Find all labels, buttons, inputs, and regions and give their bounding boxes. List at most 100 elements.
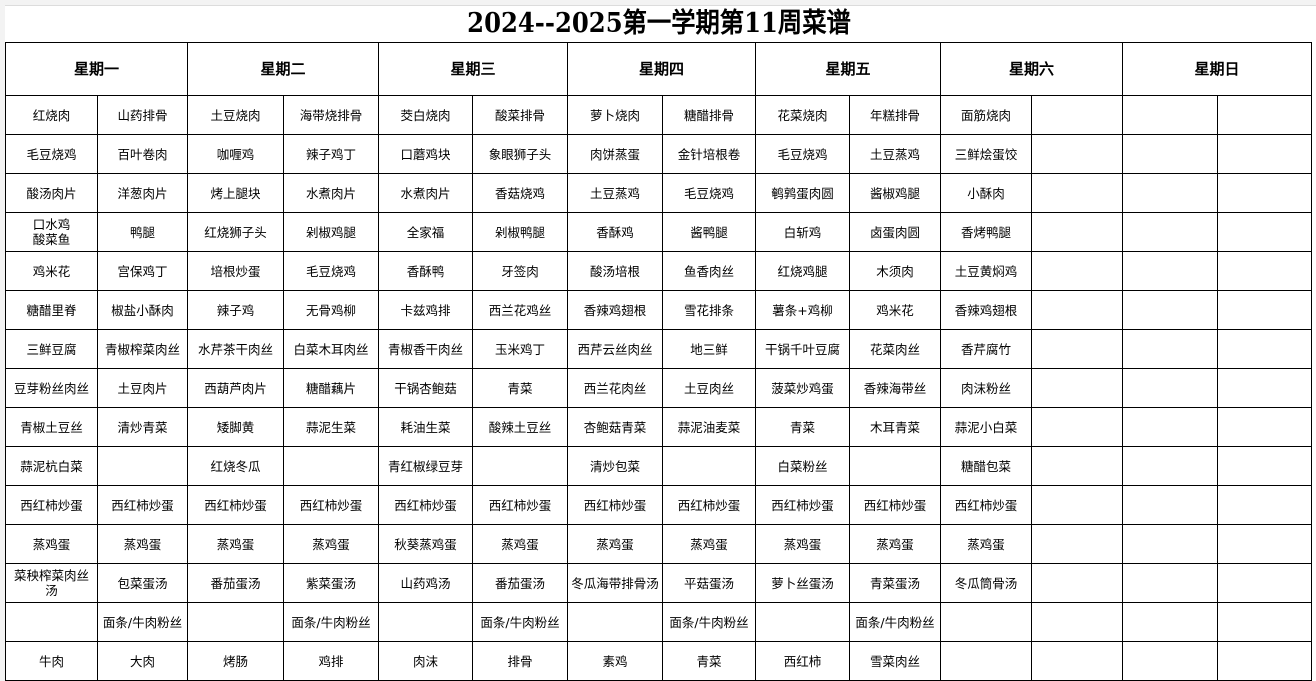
menu-cell[interactable]: 口蘑鸡块 <box>378 134 473 174</box>
day-header[interactable]: 星期一 <box>5 42 188 96</box>
menu-cell[interactable]: 平菇蛋汤 <box>662 563 756 603</box>
menu-cell[interactable] <box>1217 446 1312 486</box>
menu-cell[interactable]: 白菜木耳肉丝 <box>283 329 379 369</box>
menu-cell[interactable] <box>1217 290 1312 330</box>
menu-cell[interactable]: 茭白烧肉 <box>378 95 473 135</box>
menu-cell[interactable] <box>1031 641 1123 681</box>
menu-cell[interactable] <box>1122 407 1218 447</box>
menu-cell[interactable]: 西红柿炒蛋 <box>849 485 941 525</box>
menu-cell[interactable]: 蒸鸡蛋 <box>187 524 284 564</box>
menu-cell[interactable] <box>1031 212 1123 252</box>
menu-cell[interactable] <box>187 602 284 642</box>
menu-cell[interactable]: 辣子鸡丁 <box>283 134 379 174</box>
menu-cell[interactable] <box>5 602 98 642</box>
menu-cell[interactable]: 豆芽粉丝肉丝 <box>5 368 98 408</box>
menu-cell[interactable] <box>1217 368 1312 408</box>
menu-cell[interactable]: 烤肠 <box>187 641 284 681</box>
menu-cell[interactable]: 素鸡 <box>567 641 663 681</box>
menu-cell[interactable]: 冬瓜筒骨汤 <box>940 563 1032 603</box>
menu-cell[interactable]: 西兰花鸡丝 <box>472 290 568 330</box>
menu-cell[interactable]: 香酥鸭 <box>378 251 473 291</box>
menu-cell[interactable] <box>1217 173 1312 213</box>
day-header[interactable]: 星期五 <box>755 42 941 96</box>
menu-cell[interactable] <box>1122 602 1218 642</box>
menu-cell[interactable]: 蒸鸡蛋 <box>755 524 850 564</box>
menu-cell[interactable]: 菠菜炒鸡蛋 <box>755 368 850 408</box>
menu-cell[interactable] <box>1217 485 1312 525</box>
menu-cell[interactable]: 山药鸡汤 <box>378 563 473 603</box>
menu-cell[interactable]: 剁椒鸡腿 <box>283 212 379 252</box>
menu-cell[interactable] <box>1122 524 1218 564</box>
menu-cell[interactable]: 青椒香干肉丝 <box>378 329 473 369</box>
menu-cell[interactable]: 蒜泥油麦菜 <box>662 407 756 447</box>
menu-cell[interactable]: 象眼狮子头 <box>472 134 568 174</box>
menu-cell[interactable] <box>1031 290 1123 330</box>
menu-cell[interactable] <box>1217 641 1312 681</box>
menu-cell[interactable]: 干锅杏鲍菇 <box>378 368 473 408</box>
menu-cell[interactable]: 萝卜丝蛋汤 <box>755 563 850 603</box>
menu-cell[interactable]: 金针培根卷 <box>662 134 756 174</box>
menu-cell[interactable] <box>1217 95 1312 135</box>
menu-cell[interactable] <box>1031 602 1123 642</box>
day-header[interactable]: 星期日 <box>1122 42 1312 96</box>
menu-cell[interactable] <box>1122 368 1218 408</box>
menu-cell[interactable]: 酸辣土豆丝 <box>472 407 568 447</box>
menu-cell[interactable]: 花菜肉丝 <box>849 329 941 369</box>
menu-cell[interactable]: 蒸鸡蛋 <box>849 524 941 564</box>
menu-cell[interactable]: 土豆蒸鸡 <box>567 173 663 213</box>
menu-cell[interactable]: 青菜 <box>662 641 756 681</box>
menu-cell[interactable]: 香芹腐竹 <box>940 329 1032 369</box>
menu-cell[interactable]: 烤上腿块 <box>187 173 284 213</box>
menu-cell[interactable]: 鸡米花 <box>849 290 941 330</box>
menu-cell[interactable]: 西红柿炒蛋 <box>283 485 379 525</box>
menu-cell[interactable]: 毛豆烧鸡 <box>283 251 379 291</box>
menu-cell[interactable] <box>1031 485 1123 525</box>
menu-cell[interactable]: 香辣鸡翅根 <box>940 290 1032 330</box>
menu-cell[interactable] <box>1122 641 1218 681</box>
menu-cell[interactable]: 全家福 <box>378 212 473 252</box>
menu-cell[interactable]: 三鲜豆腐 <box>5 329 98 369</box>
menu-cell[interactable] <box>1031 446 1123 486</box>
menu-cell[interactable]: 牛肉 <box>5 641 98 681</box>
menu-cell[interactable]: 秋葵蒸鸡蛋 <box>378 524 473 564</box>
menu-cell[interactable] <box>1122 173 1218 213</box>
menu-cell[interactable] <box>1031 563 1123 603</box>
menu-cell[interactable] <box>1031 173 1123 213</box>
menu-cell[interactable]: 蒸鸡蛋 <box>5 524 98 564</box>
menu-cell[interactable]: 面条/牛肉粉丝 <box>283 602 379 642</box>
menu-cell[interactable]: 鸡排 <box>283 641 379 681</box>
menu-cell[interactable]: 青菜蛋汤 <box>849 563 941 603</box>
menu-cell[interactable] <box>1122 212 1218 252</box>
menu-cell[interactable]: 西红柿炒蛋 <box>5 485 98 525</box>
menu-cell[interactable]: 无骨鸡柳 <box>283 290 379 330</box>
menu-cell[interactable]: 青菜 <box>472 368 568 408</box>
menu-cell[interactable]: 雪花排条 <box>662 290 756 330</box>
menu-cell[interactable]: 番茄蛋汤 <box>187 563 284 603</box>
menu-cell[interactable]: 杏鲍菇青菜 <box>567 407 663 447</box>
menu-cell[interactable]: 土豆黄焖鸡 <box>940 251 1032 291</box>
menu-cell[interactable]: 西红柿 <box>755 641 850 681</box>
menu-cell[interactable]: 紫菜蛋汤 <box>283 563 379 603</box>
menu-cell[interactable]: 西红柿炒蛋 <box>662 485 756 525</box>
menu-cell[interactable]: 香菇烧鸡 <box>472 173 568 213</box>
menu-cell[interactable]: 红烧狮子头 <box>187 212 284 252</box>
menu-cell[interactable]: 香辣海带丝 <box>849 368 941 408</box>
menu-cell[interactable]: 糖醋包菜 <box>940 446 1032 486</box>
menu-cell[interactable] <box>1217 563 1312 603</box>
day-header[interactable]: 星期六 <box>940 42 1123 96</box>
menu-cell[interactable]: 西红柿炒蛋 <box>187 485 284 525</box>
menu-cell[interactable]: 蒸鸡蛋 <box>940 524 1032 564</box>
menu-cell[interactable]: 酸汤肉片 <box>5 173 98 213</box>
menu-cell[interactable]: 咖喱鸡 <box>187 134 284 174</box>
menu-cell[interactable]: 水芹茶干肉丝 <box>187 329 284 369</box>
menu-cell[interactable] <box>1031 368 1123 408</box>
menu-cell[interactable]: 香辣鸡翅根 <box>567 290 663 330</box>
menu-cell[interactable]: 毛豆烧鸡 <box>662 173 756 213</box>
menu-title[interactable]: 2024--2025第一学期第11周菜谱 <box>70 5 1247 43</box>
menu-cell[interactable]: 玉米鸡丁 <box>472 329 568 369</box>
menu-cell[interactable]: 红烧肉 <box>5 95 98 135</box>
menu-cell[interactable]: 青椒榨菜肉丝 <box>97 329 188 369</box>
menu-cell[interactable]: 西红柿炒蛋 <box>378 485 473 525</box>
menu-cell[interactable]: 洋葱肉片 <box>97 173 188 213</box>
menu-cell[interactable] <box>1122 134 1218 174</box>
